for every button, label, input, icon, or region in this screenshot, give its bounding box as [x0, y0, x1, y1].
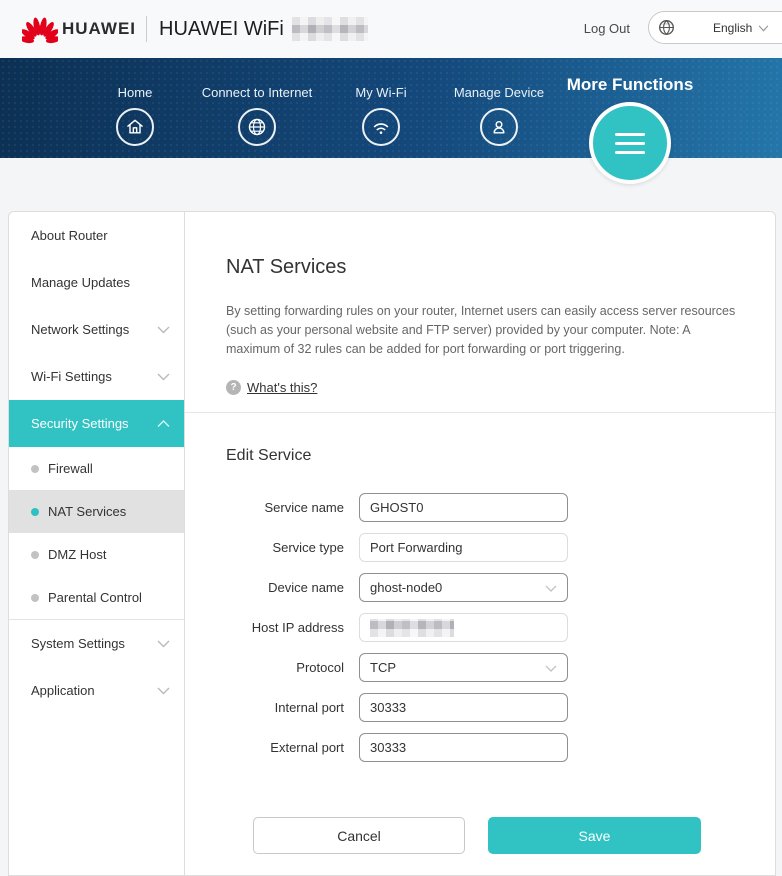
internal-port-label: Internal port [274, 700, 344, 715]
host-ip-value [359, 613, 568, 642]
chevron-down-icon [545, 665, 557, 672]
internet-globe-icon [238, 108, 276, 146]
service-type-value: Port Forwarding [359, 533, 568, 562]
product-title: HUAWEI WiFi [159, 17, 284, 40]
bullet-icon-active [31, 507, 39, 516]
device-name-select[interactable]: ghost-node0 [359, 573, 568, 602]
sidebar-item-about-router[interactable]: About Router [31, 228, 108, 243]
sidebar-subitem-dmz-host[interactable]: DMZ Host [9, 533, 184, 576]
header-divider [146, 16, 147, 42]
logout-button[interactable]: Log Out [583, 21, 630, 36]
page-description: By setting forwarding rules on your rout… [226, 304, 736, 356]
service-name-input[interactable] [359, 493, 568, 522]
wifi-icon [362, 108, 400, 146]
form-actions: Cancel Save [253, 817, 734, 854]
internal-port-input[interactable] [359, 693, 568, 722]
nav-label: Connect to Internet [201, 85, 313, 100]
form-row-device-name: Device name ghost-node0 [226, 573, 734, 602]
chevron-down-icon [157, 687, 170, 695]
chevron-down-icon [157, 326, 170, 334]
nav-item-home[interactable]: Home [85, 85, 185, 146]
settings-sidebar: About Router Manage Updates Network Sett… [8, 211, 184, 876]
nav-item-more-functions[interactable]: More Functions [566, 75, 694, 94]
brand-text: HUAWEI [62, 19, 136, 38]
nav-item-connect-to-internet[interactable]: Connect to Internet [177, 85, 337, 146]
chevron-down-icon [758, 25, 769, 32]
external-port-label: External port [270, 740, 344, 755]
redacted-device-name [291, 17, 368, 41]
nav-item-my-wifi[interactable]: My Wi-Fi [331, 85, 431, 146]
redacted-ip-address [370, 618, 454, 637]
form-row-service-name: Service name [226, 493, 734, 522]
page-title: NAT Services [226, 256, 347, 278]
sidebar-item-wifi-settings[interactable]: Wi-Fi Settings [9, 353, 184, 400]
nat-services-panel: NAT Services By setting forwarding rules… [184, 211, 776, 876]
person-icon [480, 108, 518, 146]
external-port-input[interactable] [359, 733, 568, 762]
sidebar-item-system-settings[interactable]: System Settings [9, 620, 184, 667]
sidebar-item-manage-updates[interactable]: Manage Updates [31, 275, 131, 290]
sidebar-item-application[interactable]: Application [9, 667, 184, 714]
sidebar-subitem-nat-services[interactable]: NAT Services [9, 490, 184, 533]
bullet-icon [31, 593, 39, 602]
nav-label: Home [117, 85, 153, 100]
language-value: English [713, 20, 753, 35]
huawei-logo: HUAWEI [22, 14, 136, 44]
language-selector[interactable]: English [648, 11, 782, 44]
form-row-protocol: Protocol TCP [226, 653, 734, 682]
section-divider [185, 412, 775, 413]
form-row-external-port: External port [226, 733, 734, 762]
device-name-label: Device name [268, 580, 344, 595]
nav-item-manage-device[interactable]: Manage Device [439, 85, 559, 146]
main-nav: Home Connect to Internet My Wi-Fi Manage… [0, 58, 782, 184]
nav-label: Manage Device [453, 85, 545, 100]
sidebar-subitem-firewall[interactable]: Firewall [9, 447, 184, 490]
more-functions-button[interactable] [589, 102, 671, 184]
chevron-down-icon [545, 585, 557, 592]
huawei-flower-icon [22, 14, 58, 44]
edit-service-title: Edit Service [226, 447, 312, 464]
bullet-icon [31, 550, 39, 559]
edit-service-form: Service name Service type Port Forwardin… [226, 493, 734, 762]
hamburger-icon [615, 132, 645, 136]
top-header: HUAWEI HUAWEI WiFi Log Out English [0, 0, 782, 58]
whats-this-link[interactable]: ? What's this? [226, 380, 734, 395]
chevron-up-icon [157, 419, 170, 428]
help-icon: ? [226, 380, 241, 395]
service-type-label: Service type [272, 540, 344, 555]
sidebar-item-network-settings[interactable]: Network Settings [9, 306, 184, 353]
bullet-icon [31, 464, 39, 473]
nav-label: My Wi-Fi [355, 85, 407, 100]
service-name-label: Service name [264, 500, 344, 515]
cancel-button[interactable]: Cancel [253, 817, 465, 854]
sidebar-subitem-parental-control[interactable]: Parental Control [9, 576, 184, 619]
form-row-internal-port: Internal port [226, 693, 734, 722]
protocol-select[interactable]: TCP [359, 653, 568, 682]
sidebar-item-security-settings[interactable]: Security Settings [9, 400, 184, 447]
chevron-down-icon [157, 640, 170, 648]
save-button[interactable]: Save [488, 817, 701, 854]
host-ip-label: Host IP address [251, 620, 344, 635]
home-icon [116, 108, 154, 146]
sidebar-divider [9, 619, 184, 620]
chevron-down-icon [157, 373, 170, 381]
protocol-label: Protocol [296, 660, 344, 675]
globe-icon [658, 19, 675, 36]
form-row-host-ip: Host IP address [226, 613, 734, 642]
form-row-service-type: Service type Port Forwarding [226, 533, 734, 562]
